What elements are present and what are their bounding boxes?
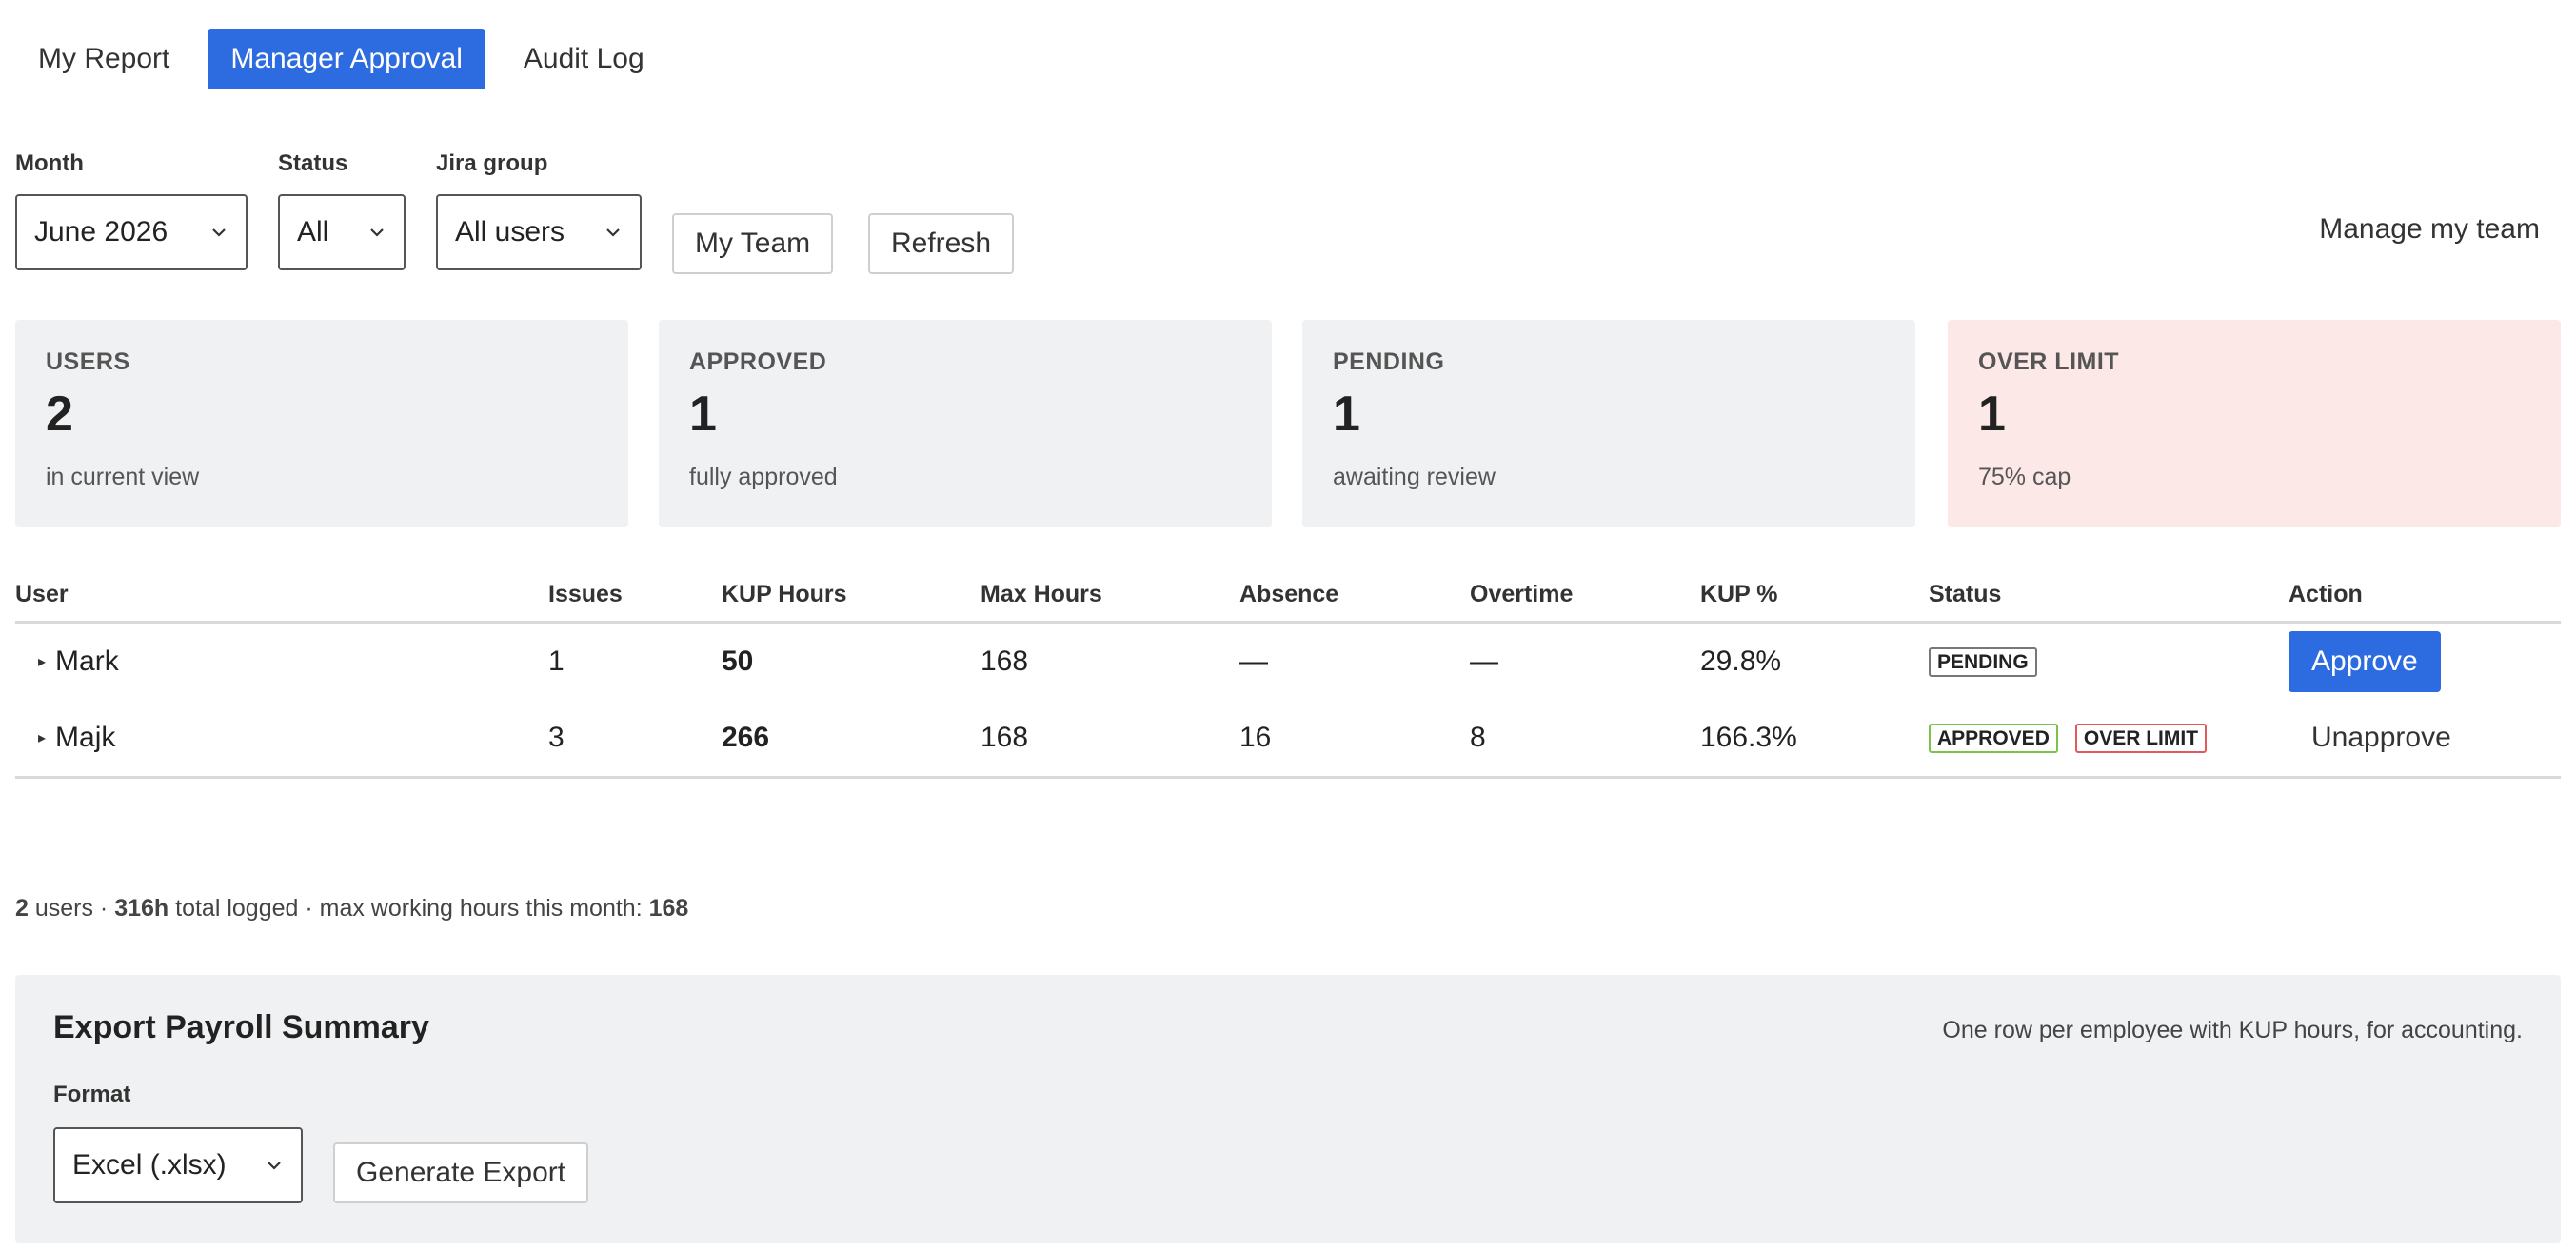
jira-group-filter: Jira group All users (436, 150, 642, 270)
status-select-value: All (297, 216, 329, 248)
action-cell: Unapprove (2289, 700, 2451, 776)
summary-max-hours: 168 (648, 895, 689, 922)
col-header-kup-hours[interactable]: KUP Hours (722, 581, 847, 607)
status-cell: APPROVED OVER LIMIT (1929, 700, 2224, 776)
stat-card-title: APPROVED (689, 348, 827, 375)
expand-caret-icon[interactable]: ▸ (38, 654, 47, 670)
chevron-down-icon (606, 228, 620, 237)
jira-group-select-value: All users (455, 216, 565, 248)
tab-my-report[interactable]: My Report (38, 43, 170, 74)
col-header-absence[interactable]: Absence (1239, 581, 1339, 607)
col-header-kup-pct[interactable]: KUP % (1700, 581, 1778, 607)
kup-pct-cell: 166.3% (1700, 722, 1797, 753)
absence-cell: 16 (1239, 722, 1272, 753)
status-select[interactable]: All (278, 194, 406, 270)
stat-card-value: 1 (1333, 387, 1360, 442)
stat-card-value: 2 (46, 387, 73, 442)
status-label: Status (278, 150, 348, 176)
user-cell[interactable]: ▸ Majk (38, 700, 115, 776)
table-row: ▸ Majk 3 266 168 16 8 166.3% APPROVED OV… (15, 700, 2561, 776)
summary-total-text: total logged · max working hours this mo… (168, 895, 649, 922)
kup-hours-cell: 266 (722, 722, 770, 753)
table-header: User Issues KUP Hours Max Hours Absence … (15, 571, 2561, 624)
col-header-max-hours[interactable]: Max Hours (981, 581, 1102, 607)
format-label: Format (53, 1082, 131, 1107)
export-title: Export Payroll Summary (53, 1009, 429, 1045)
expand-caret-icon[interactable]: ▸ (38, 730, 47, 746)
jira-group-label: Jira group (436, 150, 548, 176)
month-select[interactable]: June 2026 (15, 194, 248, 270)
jira-group-select[interactable]: All users (436, 194, 642, 270)
summary-users-count: 2 (15, 895, 29, 922)
chevron-down-icon (212, 228, 226, 237)
chevron-down-icon (370, 228, 384, 237)
stat-card-value: 1 (689, 387, 717, 442)
col-header-user[interactable]: User (15, 581, 69, 607)
user-cell[interactable]: ▸ Mark (38, 624, 119, 700)
table-row: ▸ Mark 1 50 168 — — 29.8% PENDING Approv… (15, 624, 2561, 700)
col-header-issues[interactable]: Issues (548, 581, 623, 607)
action-cell: Approve (2289, 624, 2441, 700)
filter-bar: Month June 2026 Status All Jira group Al… (15, 150, 2561, 276)
manage-my-team-button[interactable]: Manage my team (2319, 213, 2540, 245)
stat-card-title: USERS (46, 348, 130, 375)
month-select-value: June 2026 (34, 216, 168, 248)
approval-table: User Issues KUP Hours Max Hours Absence … (15, 571, 2561, 779)
overtime-cell: — (1470, 645, 1498, 677)
tab-manager-approval[interactable]: Manager Approval (208, 29, 485, 89)
format-select-value: Excel (.xlsx) (72, 1149, 227, 1181)
stat-card-subtitle: 75% cap (1978, 464, 2071, 490)
stat-card-title: OVER LIMIT (1978, 348, 2120, 375)
kup-pct-cell: 29.8% (1700, 645, 1782, 677)
stat-card-users: USERS 2 in current view (15, 320, 628, 527)
stat-cards: USERS 2 in current view APPROVED 1 fully… (15, 320, 2561, 527)
table-bottom-divider (15, 776, 2561, 779)
summary-line: 2 users · 316h total logged · max workin… (15, 895, 688, 923)
chevron-down-icon (268, 1162, 281, 1170)
month-label: Month (15, 150, 84, 176)
stat-card-subtitle: awaiting review (1333, 464, 1496, 490)
summary-users-text: users · (28, 895, 115, 922)
user-name: Majk (55, 722, 116, 753)
status-badge-pending: PENDING (1929, 646, 2037, 677)
export-description: One row per employee with KUP hours, for… (1942, 1017, 2523, 1043)
tab-bar: My Report Manager Approval Audit Log (15, 29, 667, 89)
kup-hours-cell: 50 (722, 645, 754, 677)
user-name: Mark (55, 645, 119, 677)
unapprove-button[interactable]: Unapprove (2311, 722, 2451, 753)
max-hours-cell: 168 (981, 722, 1029, 753)
summary-total-logged: 316h (114, 895, 169, 922)
stat-card-over-limit: OVER LIMIT 1 75% cap (1948, 320, 2561, 527)
status-badge-over-limit: OVER LIMIT (2074, 723, 2208, 753)
absence-cell: — (1239, 645, 1268, 677)
stat-card-pending: PENDING 1 awaiting review (1302, 320, 1915, 527)
stat-card-value: 1 (1978, 387, 2006, 442)
approve-button[interactable]: Approve (2289, 631, 2441, 692)
overtime-cell: 8 (1470, 722, 1486, 753)
issues-cell: 3 (548, 722, 565, 753)
stat-card-title: PENDING (1333, 348, 1445, 375)
col-header-action: Action (2289, 581, 2363, 607)
generate-export-button[interactable]: Generate Export (333, 1142, 589, 1203)
col-header-overtime[interactable]: Overtime (1470, 581, 1574, 607)
my-team-button[interactable]: My Team (672, 213, 834, 274)
stat-card-approved: APPROVED 1 fully approved (659, 320, 1272, 527)
stat-card-subtitle: in current view (46, 464, 200, 490)
status-badge-approved: APPROVED (1929, 723, 2058, 753)
month-filter: Month June 2026 (15, 150, 248, 270)
stat-card-subtitle: fully approved (689, 464, 838, 490)
issues-cell: 1 (548, 645, 565, 677)
refresh-button[interactable]: Refresh (868, 213, 1015, 274)
format-select[interactable]: Excel (.xlsx) (53, 1127, 303, 1203)
export-payroll-panel: Export Payroll Summary One row per emplo… (15, 975, 2561, 1243)
status-filter: Status All (278, 150, 406, 270)
max-hours-cell: 168 (981, 645, 1029, 677)
status-cell: PENDING (1929, 624, 2054, 700)
col-header-status[interactable]: Status (1929, 581, 2002, 607)
tab-audit-log[interactable]: Audit Log (523, 43, 644, 74)
